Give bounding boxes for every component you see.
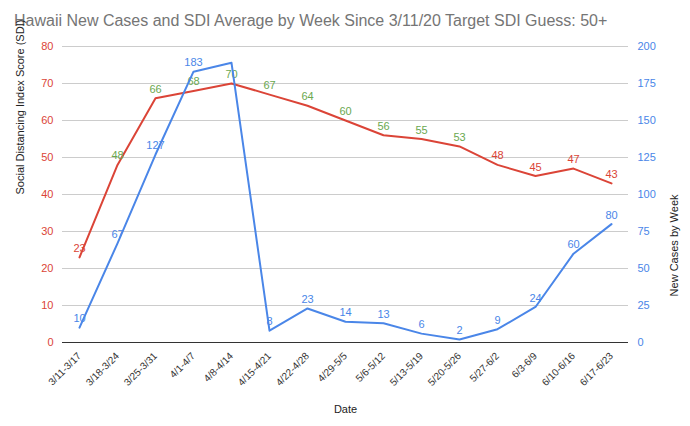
svg-text:50: 50: [41, 151, 53, 163]
svg-text:60: 60: [41, 114, 53, 126]
svg-text:50: 50: [638, 262, 650, 274]
svg-text:4/22-4/28: 4/22-4/28: [274, 350, 312, 388]
svg-text:4/8-4/14: 4/8-4/14: [201, 350, 235, 384]
svg-text:0: 0: [47, 336, 53, 348]
svg-text:53: 53: [453, 131, 465, 143]
svg-text:0: 0: [638, 336, 644, 348]
svg-text:175: 175: [638, 77, 656, 89]
svg-text:4/15-4/21: 4/15-4/21: [236, 350, 274, 388]
svg-text:43: 43: [605, 168, 617, 180]
svg-text:48: 48: [491, 149, 503, 161]
svg-text:80: 80: [605, 209, 617, 221]
svg-text:8: 8: [266, 315, 272, 327]
svg-text:127: 127: [146, 139, 164, 151]
svg-text:55: 55: [415, 124, 427, 136]
svg-text:5/6-5/12: 5/6-5/12: [353, 350, 387, 384]
svg-text:60: 60: [339, 105, 351, 117]
svg-text:3/25-3/31: 3/25-3/31: [122, 350, 160, 388]
svg-text:9: 9: [494, 314, 500, 326]
svg-text:2: 2: [456, 324, 462, 336]
svg-text:125: 125: [638, 151, 656, 163]
svg-text:25: 25: [638, 299, 650, 311]
svg-text:30: 30: [41, 225, 53, 237]
svg-text:80: 80: [41, 40, 53, 52]
svg-text:20: 20: [41, 262, 53, 274]
svg-text:66: 66: [149, 83, 161, 95]
svg-text:Social Distancing Index Score: Social Distancing Index Score (SDI): [14, 20, 26, 195]
svg-text:150: 150: [638, 114, 656, 126]
svg-text:70: 70: [225, 68, 238, 80]
svg-text:5/13-5/19: 5/13-5/19: [388, 350, 426, 388]
svg-text:3/11-3/17: 3/11-3/17: [46, 350, 83, 387]
svg-text:75: 75: [638, 225, 650, 237]
svg-text:183: 183: [184, 56, 202, 68]
svg-text:40: 40: [41, 188, 53, 200]
svg-text:4/1-4/7: 4/1-4/7: [167, 350, 197, 380]
svg-text:47: 47: [567, 153, 579, 165]
svg-text:Date: Date: [334, 403, 357, 415]
svg-text:68: 68: [187, 75, 200, 88]
svg-text:4/29-5/5: 4/29-5/5: [315, 350, 349, 384]
svg-text:48: 48: [111, 149, 123, 161]
svg-text:23: 23: [301, 293, 313, 305]
svg-text:3/18-3/24: 3/18-3/24: [84, 350, 122, 388]
svg-text:6/10-6/16: 6/10-6/16: [540, 350, 578, 388]
svg-text:67: 67: [263, 79, 275, 91]
html-text:Hawaii New Cases and SDI Avera: Hawaii New Cases and SDI Average by Week…: [14, 12, 608, 29]
svg-text:5/27-6/2: 5/27-6/2: [467, 350, 501, 384]
svg-text:6: 6: [418, 318, 424, 330]
svg-text:64: 64: [301, 90, 313, 102]
svg-text:24: 24: [529, 292, 541, 304]
svg-text:6/3-6/9: 6/3-6/9: [509, 350, 539, 380]
svg-text:56: 56: [377, 120, 389, 132]
svg-text:67: 67: [111, 228, 123, 240]
svg-text:14: 14: [339, 306, 351, 318]
svg-text:60: 60: [567, 238, 579, 250]
svg-text:100: 100: [638, 188, 656, 200]
svg-text:10: 10: [73, 312, 85, 324]
svg-text:10: 10: [41, 299, 53, 311]
svg-text:13: 13: [377, 308, 389, 320]
svg-text:New Cases by Week: New Cases by Week: [668, 194, 680, 296]
svg-text:6/17-6/23: 6/17-6/23: [578, 350, 616, 388]
svg-text:45: 45: [529, 161, 541, 173]
svg-text:23: 23: [73, 242, 85, 254]
svg-text:5/20-5/26: 5/20-5/26: [426, 350, 464, 388]
svg-text:200: 200: [638, 40, 656, 52]
svg-text:70: 70: [41, 77, 53, 89]
